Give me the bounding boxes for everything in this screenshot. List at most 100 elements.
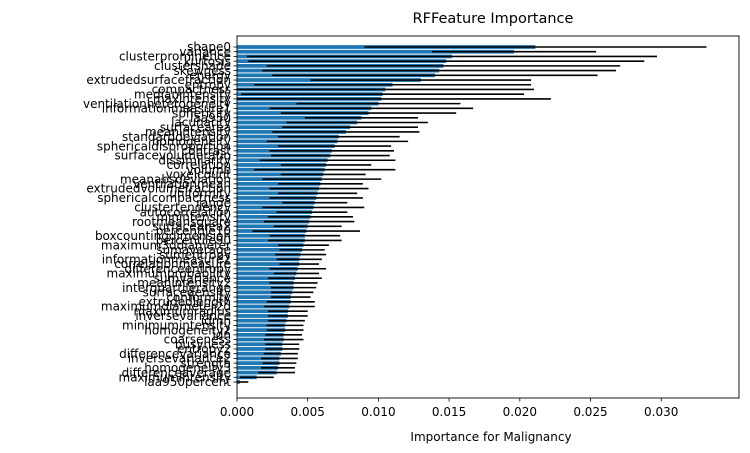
y-tick-label: autocorrelation <box>140 205 231 219</box>
y-tick-label: homogeneity <box>152 135 231 149</box>
y-tick-label: busyness <box>175 337 231 351</box>
y-tick-label: ventilationheterogeneity <box>83 97 231 111</box>
bar <box>237 309 288 314</box>
y-tick-label: maximum3ddiameter <box>101 238 231 252</box>
y-tick-label: meanintensity <box>145 125 231 139</box>
bar <box>237 332 284 337</box>
y-tick-label: maximumradius <box>133 304 231 318</box>
y-tick-label: laa950percent <box>144 375 231 389</box>
errorbar-layer <box>237 46 707 383</box>
y-tick-label: differenceentropy <box>124 262 231 276</box>
y-tick-label: volume <box>187 163 231 177</box>
bar <box>237 356 280 361</box>
y-tick-label: uniformity <box>169 186 231 200</box>
y-tick-label: kurtosis <box>184 54 231 68</box>
y-tick-label: percentile90 <box>156 234 231 248</box>
bar <box>237 200 315 205</box>
y-tick-label: maximumintensity <box>119 370 232 384</box>
bar <box>237 262 300 266</box>
y-tick-label: idn <box>212 328 231 342</box>
y-tick-label: clustershade <box>154 59 231 73</box>
bar <box>237 290 293 295</box>
y-tick-label: rootmeansquare <box>132 215 231 229</box>
y-tick-label-layer: shape0varianceclusterprominencekurtosisc… <box>83 40 237 389</box>
y-tick-label: maximumdiameter2d <box>101 300 231 314</box>
y-tick-label: correlation <box>167 158 231 172</box>
bar <box>237 365 279 370</box>
y-tick-label: clustertendency <box>134 201 231 215</box>
y-tick-label: boxcountingdimension <box>95 229 231 243</box>
bar <box>237 191 318 196</box>
bar <box>237 252 301 257</box>
y-tick-label: voxelcount <box>166 168 232 182</box>
y-tick-label: coarseness <box>164 333 231 347</box>
x-tick-label: 0.000 <box>220 405 254 419</box>
y-tick-label: surfacevolumeratio <box>115 149 231 163</box>
y-tick-label: dissimilarity <box>158 153 231 167</box>
y-tick-label: sphericalcompactness <box>97 191 231 205</box>
bar <box>237 370 277 375</box>
y-tick-label: maximumprobability <box>107 267 232 281</box>
y-tick-label: differencevariance <box>119 347 231 361</box>
bar <box>237 323 286 328</box>
y-tick-label: maxintensity <box>153 92 231 106</box>
y-tick-label: minintensity <box>156 210 231 224</box>
bar <box>237 304 290 309</box>
y-tick-label: entropy2 <box>177 342 231 356</box>
y-tick-label: range <box>196 196 231 210</box>
y-tick-label: surfacedensity <box>143 286 231 300</box>
bar <box>237 295 291 299</box>
y-tick-label: strength <box>180 356 231 370</box>
y-tick-label: homogeneity2 <box>144 323 231 337</box>
y-tick-label: surfacearea <box>160 120 231 134</box>
y-tick-label: shape0 <box>187 40 231 54</box>
y-tick-label: inversevariance2 <box>128 352 231 366</box>
y-tick-label: variance <box>179 45 231 59</box>
x-tick-label: 0.010 <box>361 405 395 419</box>
y-tick-label: sphericity <box>172 106 231 120</box>
x-tick-layer: 0.000 0.005 0.010 0.015 0.020 0.025 0.030 <box>220 398 678 419</box>
y-tick-label: homogeneity3 <box>144 361 231 375</box>
y-tick-label: differenceaverage <box>122 366 231 380</box>
y-tick-label: correlationmeasure <box>114 257 231 271</box>
y-tick-label: inversevariance <box>135 309 231 323</box>
bar <box>237 299 291 304</box>
x-axis-label: Importance for Malignancy <box>410 430 571 444</box>
y-tick-label: ventilationmean <box>133 177 231 191</box>
y-tick-label: skewness <box>174 64 231 78</box>
y-tick-label: surfacearea2 <box>152 219 231 233</box>
bar <box>237 328 286 332</box>
y-tick-label: sumvariance <box>154 271 231 285</box>
y-tick-label: meanabsdeviation <box>120 172 231 186</box>
y-tick-label: meanintensity2 <box>137 276 231 290</box>
bar <box>237 337 284 342</box>
y-tick-label: sphericaldisproportion <box>97 139 231 153</box>
chart-title: RFFeature Importance <box>413 11 574 27</box>
y-tick-label: informationmeasure2 <box>102 253 231 267</box>
bar <box>237 314 288 318</box>
y-tick-label: extrudedsurfacefraction <box>86 73 231 87</box>
bar <box>237 271 297 276</box>
y-tick-label: standarddeviation <box>122 130 231 144</box>
bar <box>237 285 294 290</box>
bar <box>237 257 300 262</box>
bar <box>237 243 304 248</box>
x-tick-label: 0.020 <box>503 405 537 419</box>
bar <box>237 351 281 356</box>
bar <box>237 115 362 120</box>
y-tick-label: interquartilerange <box>122 281 231 295</box>
y-tick-label: compactness <box>152 83 231 97</box>
bar <box>237 248 303 252</box>
y-tick-label: lacunarity <box>171 116 231 130</box>
y-tick-label: contrast <box>182 144 232 158</box>
y-tick-label: informationmeasure1 <box>102 102 231 116</box>
x-tick-label: 0.015 <box>432 405 466 419</box>
bar <box>237 224 308 229</box>
y-tick-label: conformity <box>166 290 231 304</box>
bar <box>237 276 295 281</box>
bar <box>237 210 312 215</box>
bar <box>237 347 283 351</box>
bar <box>237 342 283 347</box>
